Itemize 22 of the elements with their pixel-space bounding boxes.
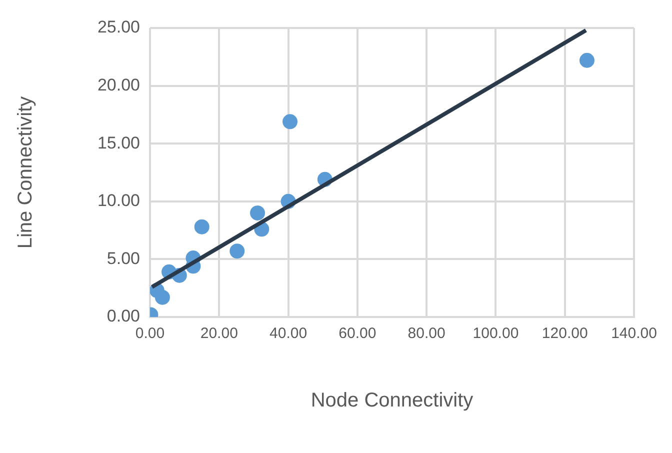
x-tick-label: 100.00 (472, 325, 519, 342)
y-axis-title: Line Connectivity (14, 96, 37, 249)
y-tick-label: 0.00 (106, 306, 140, 326)
point (230, 244, 245, 259)
x-tick-label: 40.00 (270, 325, 308, 342)
x-tick-label: 80.00 (408, 325, 446, 342)
point (250, 205, 266, 220)
point (154, 290, 170, 305)
point (282, 114, 298, 130)
y-tick-label: 5.00 (106, 248, 140, 268)
x-tick-label: 0.00 (135, 325, 165, 342)
point (579, 52, 594, 68)
x-tick-label: 140.00 (611, 325, 657, 342)
x-tick-label: 20.00 (200, 325, 238, 342)
y-tick-label: 15.00 (97, 133, 140, 152)
x-tick-label: 60.00 (338, 325, 376, 342)
x-axis-title: Node Connectivity (310, 390, 474, 412)
y-tick-label: 25.00 (97, 18, 140, 37)
y-tick-label: 10.00 (97, 191, 140, 210)
y-tick-label: 20.00 (97, 75, 140, 94)
point (194, 219, 210, 234)
x-tick-label: 120.00 (542, 325, 588, 342)
